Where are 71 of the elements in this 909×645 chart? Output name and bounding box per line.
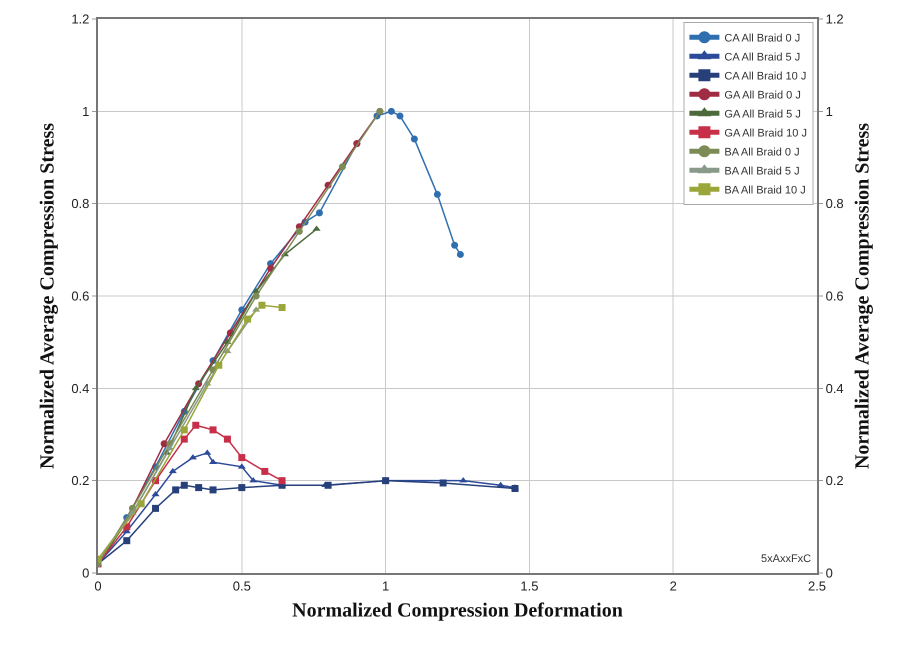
y-axis-title: Normalized Average Compression Stress [36,122,58,470]
x-tick-label: 1.5 [520,578,538,594]
x-tick-label: 0 [94,578,102,594]
y-tick-label: 0.4 [71,380,90,396]
x-axis-title: Normalized Compression Deformation [292,600,623,622]
y-tick-label: 1.2 [71,12,90,27]
point [278,477,286,484]
point [451,242,458,249]
y-tick-label: 0.2 [71,473,90,488]
x-tick-label: 2.5 [808,578,826,594]
legend-label: CA All Braid 5 J [724,52,800,64]
point [278,304,286,312]
point [195,484,202,492]
legend-label: GA All Braid 0 J [724,90,801,102]
y2-tick-label: 0 [826,566,833,581]
point [180,436,188,443]
point [244,316,252,323]
y2-tick-label: 0.2 [826,473,844,488]
point [296,228,303,235]
y2-axis-title: Normalized Average Compression Stress [852,122,874,470]
point [152,504,160,512]
legend-label: BA All Braid 10 J [724,184,806,197]
point [238,454,246,462]
x-tick-label: 1 [382,578,390,594]
point [238,463,246,469]
point [210,486,217,494]
y2-tick-label: 0.4 [826,380,844,396]
point [258,302,266,309]
y2-tick-label: 0.6 [826,288,844,304]
point [192,422,200,429]
y-tick-label: 0.6 [71,288,90,304]
point [215,362,222,369]
x-tick-label: 0.5 [232,578,251,594]
point [160,440,168,448]
point [224,436,231,443]
point [316,209,323,216]
point [203,449,212,455]
point [192,384,200,390]
y2-tick-label: 1 [826,104,833,119]
legend-label: CA All Braid 0 J [724,32,800,45]
point [456,250,464,258]
point [388,108,395,115]
legend-label: BA All Braid 0 J [724,146,800,159]
point [180,482,188,489]
point [252,292,260,300]
point [168,468,177,474]
point [238,484,246,492]
y-tick-label: 0 [82,566,90,581]
point [440,479,447,486]
point [123,537,130,544]
point [180,426,188,434]
y-tick-label: 0.8 [71,196,90,212]
point [210,426,217,434]
point [512,485,519,492]
y2-tick-label: 0.8 [826,196,844,212]
point [338,163,346,170]
legend-label: BA All Braid 5 J [724,166,800,178]
y2-tick-label: 1.2 [826,12,844,27]
legend-label: GA All Braid 5 J [724,108,801,121]
x-tick-label: 2 [670,578,677,594]
point [172,486,180,494]
point [261,468,268,475]
point [138,500,145,508]
annotation: 5xAxxFxC [761,553,812,565]
legend-label: GA All Braid 10 J [724,128,807,140]
y-tick-label: 1 [82,104,90,119]
point [396,112,404,120]
legend-label: CA All Braid 10 J [724,70,806,83]
point [434,190,441,198]
point [410,136,418,143]
point [324,482,332,489]
